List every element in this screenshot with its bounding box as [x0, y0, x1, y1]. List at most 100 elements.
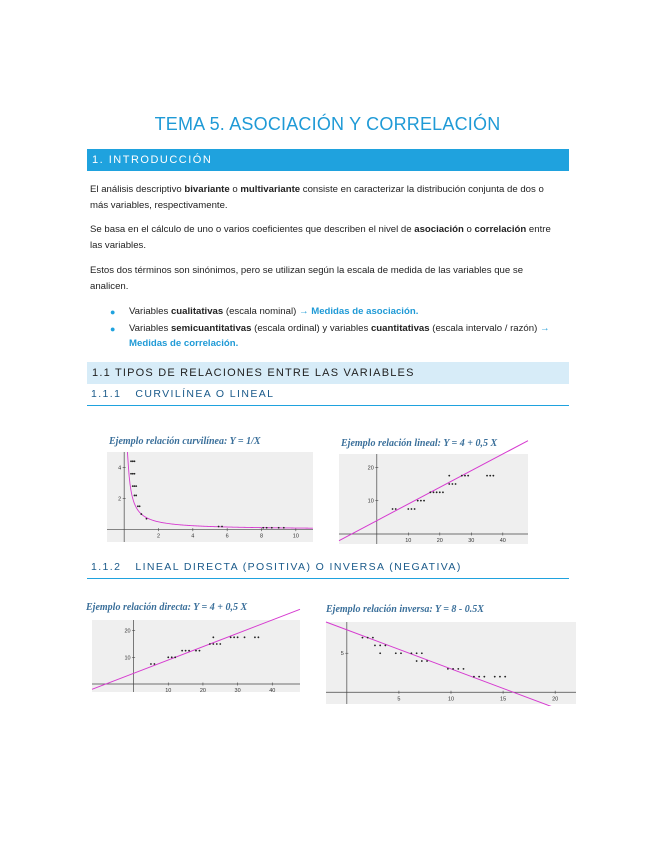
data-point	[371, 636, 374, 639]
data-point	[167, 656, 170, 659]
data-point	[133, 494, 136, 497]
x-tick-label: 10	[405, 538, 411, 544]
data-point	[415, 652, 418, 655]
data-point	[410, 508, 413, 510]
data-point	[181, 649, 184, 652]
data-point	[254, 636, 256, 639]
chart-title: Ejemplo relación curvilínea: Y = 1/X	[108, 436, 261, 447]
data-point	[243, 636, 246, 639]
data-point	[208, 643, 211, 645]
data-point	[413, 508, 416, 510]
y-tick-label: 20	[124, 629, 130, 635]
fit-line	[338, 440, 529, 542]
data-point	[135, 494, 138, 497]
list-item: ● Variables cualitativas (escala nominal)…	[110, 304, 565, 319]
data-point	[135, 485, 138, 488]
data-point	[432, 491, 435, 494]
data-point	[133, 460, 136, 463]
data-point	[236, 636, 239, 639]
x-tick-label: 2	[157, 534, 160, 540]
data-point	[215, 643, 218, 645]
paragraph-1: El análisis descriptivo bivariante o mul…	[90, 184, 544, 211]
bullet-icon: ●	[110, 307, 116, 317]
plot-background	[107, 452, 313, 542]
data-point	[137, 505, 139, 508]
y-tick-label: 10	[124, 655, 130, 661]
paragraph-2: Se basa en el cálculo de uno o varios co…	[90, 224, 551, 251]
chart-curvilinea: Ejemplo relación curvilínea: Y = 1/X 2 4 6 8…	[105, 432, 315, 544]
bullet-icon: ●	[110, 324, 116, 334]
data-point	[233, 636, 236, 639]
bullet-list: ● Variables cualitativas (escala nominal)…	[110, 304, 565, 353]
data-point	[217, 525, 220, 528]
data-point	[133, 485, 136, 488]
x-tick-label: 15	[500, 696, 506, 702]
x-tick-label: 10	[293, 534, 299, 540]
data-point	[467, 474, 470, 477]
fit-curve	[126, 451, 313, 529]
data-point	[448, 474, 451, 477]
data-point	[420, 499, 422, 502]
data-point	[138, 505, 141, 508]
data-point	[153, 663, 156, 665]
data-point	[219, 643, 222, 645]
data-point	[379, 644, 382, 647]
link-medidas-correlacion[interactable]: → Medidas de correlación.	[129, 323, 550, 349]
data-point	[394, 652, 397, 655]
page-title: TEMA 5. ASOCIACIÓN Y CORRELACIÓN	[154, 114, 501, 134]
section-heading-tipos-relaciones: 1.1 TIPOS DE RELACIONES ENTRE LAS VARIAB…	[87, 362, 569, 384]
list-item: ● Variables semicuantitativas (escala ord…	[110, 323, 550, 349]
data-point	[361, 636, 364, 639]
data-point	[446, 667, 449, 670]
x-tick-label: 10	[165, 688, 171, 694]
subsection-heading-lineal-directa: 1.1.2 LINEAL DIRECTA (POSITIVA) O INVERSA…	[87, 561, 569, 579]
data-point	[457, 667, 460, 670]
data-point	[478, 675, 481, 678]
data-point	[464, 474, 466, 477]
data-point	[150, 663, 152, 665]
data-point	[212, 643, 215, 645]
subsection-heading-curvilinea: 1.1.1 CURVILÍNEA O LINEAL	[87, 388, 569, 406]
x-tick-label: 10	[448, 696, 454, 702]
data-point	[170, 656, 173, 659]
data-point	[492, 474, 495, 477]
x-tick-label: 40	[269, 688, 275, 694]
plot-background	[92, 620, 300, 692]
chart-title: Ejemplo relación directa: Y = 4 + 0,5 X	[86, 602, 247, 613]
data-point	[184, 649, 187, 652]
section-heading-introduccion: 1. INTRODUCCIÓN	[87, 149, 569, 171]
data-point	[442, 491, 444, 494]
x-tick-label: 8	[260, 534, 263, 540]
chart-title: Ejemplo relación lineal: Y = 4 + 0,5 X	[340, 438, 497, 449]
data-point	[454, 483, 457, 485]
x-tick-label: 40	[500, 538, 506, 544]
data-point	[270, 526, 273, 529]
data-point	[462, 667, 465, 670]
data-point	[188, 649, 190, 652]
data-point	[174, 656, 177, 659]
data-point	[448, 483, 451, 485]
data-point	[426, 660, 428, 662]
plot-background	[326, 622, 576, 704]
fit-line	[91, 608, 301, 690]
data-point	[473, 675, 475, 678]
x-tick-label: 6	[226, 534, 229, 540]
data-point	[486, 474, 488, 477]
data-point	[438, 491, 441, 494]
data-point	[423, 499, 425, 502]
plot-background	[339, 454, 528, 544]
data-point	[277, 526, 280, 529]
link-medidas-asociacion[interactable]: → Medidas de asociación.	[298, 306, 419, 317]
x-tick-label: 20	[552, 696, 558, 702]
data-point	[282, 526, 285, 529]
data-point	[257, 636, 260, 639]
data-point	[451, 483, 454, 485]
y-tick-label: 4	[118, 466, 121, 472]
data-point	[435, 491, 438, 494]
data-point	[131, 485, 134, 488]
x-tick-label: 30	[235, 688, 241, 694]
data-point	[489, 474, 492, 477]
data-point	[366, 636, 369, 639]
data-point	[416, 499, 419, 502]
data-point	[429, 491, 432, 494]
